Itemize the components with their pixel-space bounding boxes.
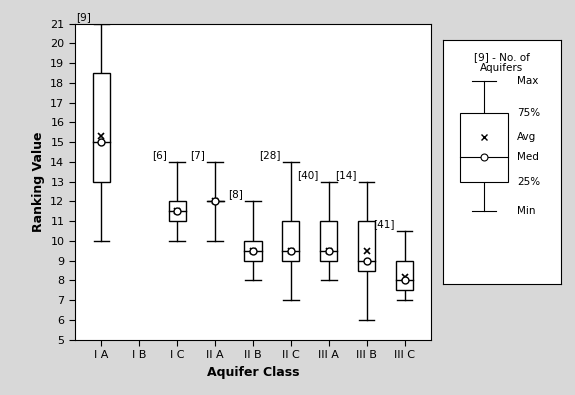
Text: 75%: 75% — [517, 108, 540, 118]
Text: [6]: [6] — [152, 150, 167, 160]
Text: Min: Min — [517, 206, 535, 216]
Bar — [282, 221, 300, 261]
Text: [9]: [9] — [76, 12, 91, 22]
Text: 25%: 25% — [517, 177, 540, 186]
Bar — [396, 261, 413, 290]
Text: [7]: [7] — [190, 150, 205, 160]
Y-axis label: Ranking Value: Ranking Value — [32, 132, 45, 232]
Text: [41]: [41] — [373, 219, 394, 229]
Bar — [320, 221, 338, 261]
Bar — [168, 201, 186, 221]
Text: Med: Med — [517, 152, 539, 162]
Text: [8]: [8] — [228, 190, 243, 199]
Bar — [358, 221, 375, 271]
Text: Max: Max — [517, 76, 538, 86]
Text: [9] - No. of
Aquifers: [9] - No. of Aquifers — [474, 52, 530, 73]
Text: [40]: [40] — [297, 170, 319, 180]
Bar — [244, 241, 262, 261]
Text: [28]: [28] — [259, 150, 281, 160]
Bar — [461, 113, 508, 182]
Bar — [93, 73, 110, 182]
Text: [14]: [14] — [335, 170, 356, 180]
Text: Avg: Avg — [517, 132, 536, 143]
X-axis label: Aquifer Class: Aquifer Class — [207, 366, 299, 379]
